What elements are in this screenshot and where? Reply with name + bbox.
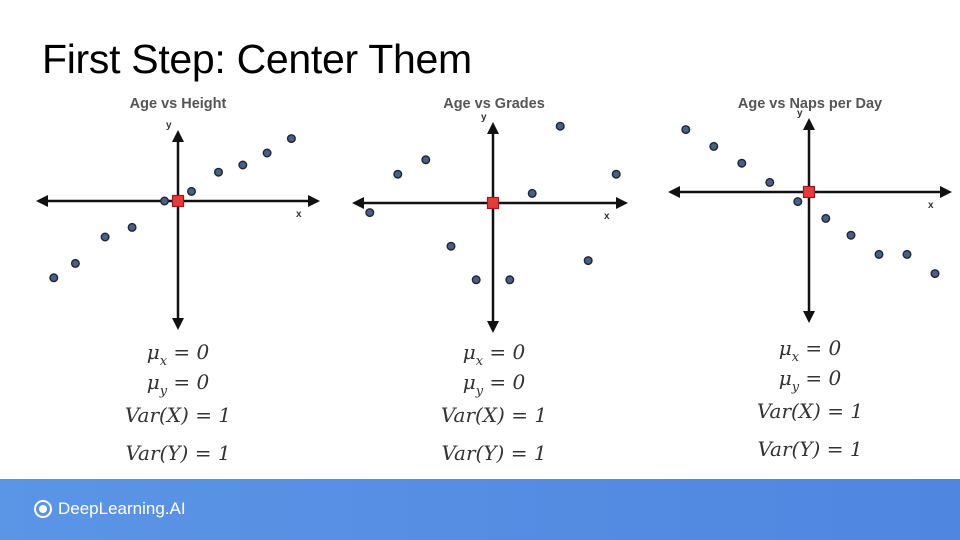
data-point	[127, 222, 137, 232]
mu-x-line: μx = 0	[462, 340, 526, 369]
y-axis-arrow-top	[172, 130, 184, 142]
y-axis-arrow-top	[803, 118, 815, 130]
data-point	[930, 269, 940, 279]
chart-title: Age vs Height	[129, 96, 227, 112]
scatter-plot-age-naps: xy	[668, 108, 952, 323]
x-axis-arrow-right	[308, 195, 320, 207]
mu-y-value: 0	[196, 370, 210, 394]
data-point	[186, 186, 196, 196]
deeplearning-logo-icon	[34, 500, 52, 518]
mu-y-value: 0	[828, 366, 842, 390]
data-point	[100, 232, 110, 242]
data-point	[555, 121, 565, 131]
brand-name: DeepLearning.AI	[58, 499, 186, 518]
data-point	[286, 134, 296, 144]
center-marker	[802, 185, 816, 199]
var-y-line: Var(Y) = 1	[441, 441, 547, 465]
slide-title: First Step: Center Them	[42, 36, 472, 82]
data-point	[213, 167, 223, 177]
data-point	[846, 230, 856, 240]
center-marker	[171, 194, 185, 208]
scatter-plot-age-height: xy	[36, 120, 320, 330]
data-point	[159, 196, 169, 206]
chart-title: Age vs Naps per Day	[737, 96, 883, 112]
data-point	[681, 125, 691, 135]
y-axis-label: y	[797, 108, 803, 119]
var-y-line: Var(Y) = 1	[125, 441, 231, 465]
mu-x-value: 0	[512, 340, 526, 364]
brand: DeepLearning.AI	[34, 499, 186, 519]
data-point	[709, 141, 719, 151]
var-x-value: 1	[218, 403, 232, 427]
data-point	[737, 158, 747, 168]
data-point	[421, 155, 431, 165]
data-point	[393, 169, 403, 179]
chart-title: Age vs Grades	[443, 96, 545, 112]
data-point	[446, 241, 456, 251]
mu-y-line: μy = 0	[778, 366, 842, 395]
x-axis-arrow-left	[352, 197, 364, 209]
y-axis-label: y	[481, 112, 487, 123]
var-x-value: 1	[850, 399, 864, 423]
x-axis-label: x	[928, 200, 934, 211]
var-x-value: 1	[534, 403, 548, 427]
x-axis-arrow-left	[668, 186, 680, 198]
x-axis-arrow-right	[616, 197, 628, 209]
y-axis-label: y	[166, 120, 172, 131]
data-point	[583, 256, 593, 266]
mu-x-value: 0	[196, 340, 210, 364]
data-point	[765, 177, 775, 187]
footer-bar: DeepLearning.AI	[0, 479, 960, 540]
x-axis-arrow-left	[36, 195, 48, 207]
mu-x-line: μx = 0	[146, 340, 210, 369]
data-point	[902, 249, 912, 259]
var-x-line: Var(X) = 1	[440, 403, 548, 427]
data-point	[365, 208, 375, 218]
data-point	[262, 148, 272, 158]
var-x-line: Var(X) = 1	[124, 403, 232, 427]
x-axis-label: x	[296, 209, 302, 220]
data-point	[505, 275, 515, 285]
mu-y-line: μy = 0	[146, 370, 210, 399]
y-axis-arrow-bottom	[172, 318, 184, 330]
center-marker	[486, 196, 500, 210]
data-point	[527, 188, 537, 198]
data-point	[238, 160, 248, 170]
y-axis-arrow-bottom	[803, 311, 815, 323]
var-y-value: 1	[533, 441, 547, 465]
var-y-value: 1	[849, 437, 863, 461]
data-point	[70, 258, 80, 268]
data-point	[874, 249, 884, 259]
data-point	[821, 213, 831, 223]
var-x-line: Var(X) = 1	[756, 399, 864, 423]
mu-y-value: 0	[512, 370, 526, 394]
data-point	[49, 273, 59, 283]
x-axis-arrow-right	[940, 186, 952, 198]
var-y-value: 1	[217, 441, 231, 465]
y-axis-arrow-top	[487, 122, 499, 134]
mu-y-line: μy = 0	[462, 370, 526, 399]
scatter-plot-age-grades: xy	[352, 112, 628, 333]
mu-x-value: 0	[828, 336, 842, 360]
var-y-line: Var(Y) = 1	[757, 437, 863, 461]
mu-x-line: μx = 0	[778, 336, 842, 365]
x-axis-label: x	[604, 211, 610, 222]
y-axis-arrow-bottom	[487, 321, 499, 333]
data-point	[793, 197, 803, 207]
data-point	[471, 275, 481, 285]
data-point	[611, 169, 621, 179]
